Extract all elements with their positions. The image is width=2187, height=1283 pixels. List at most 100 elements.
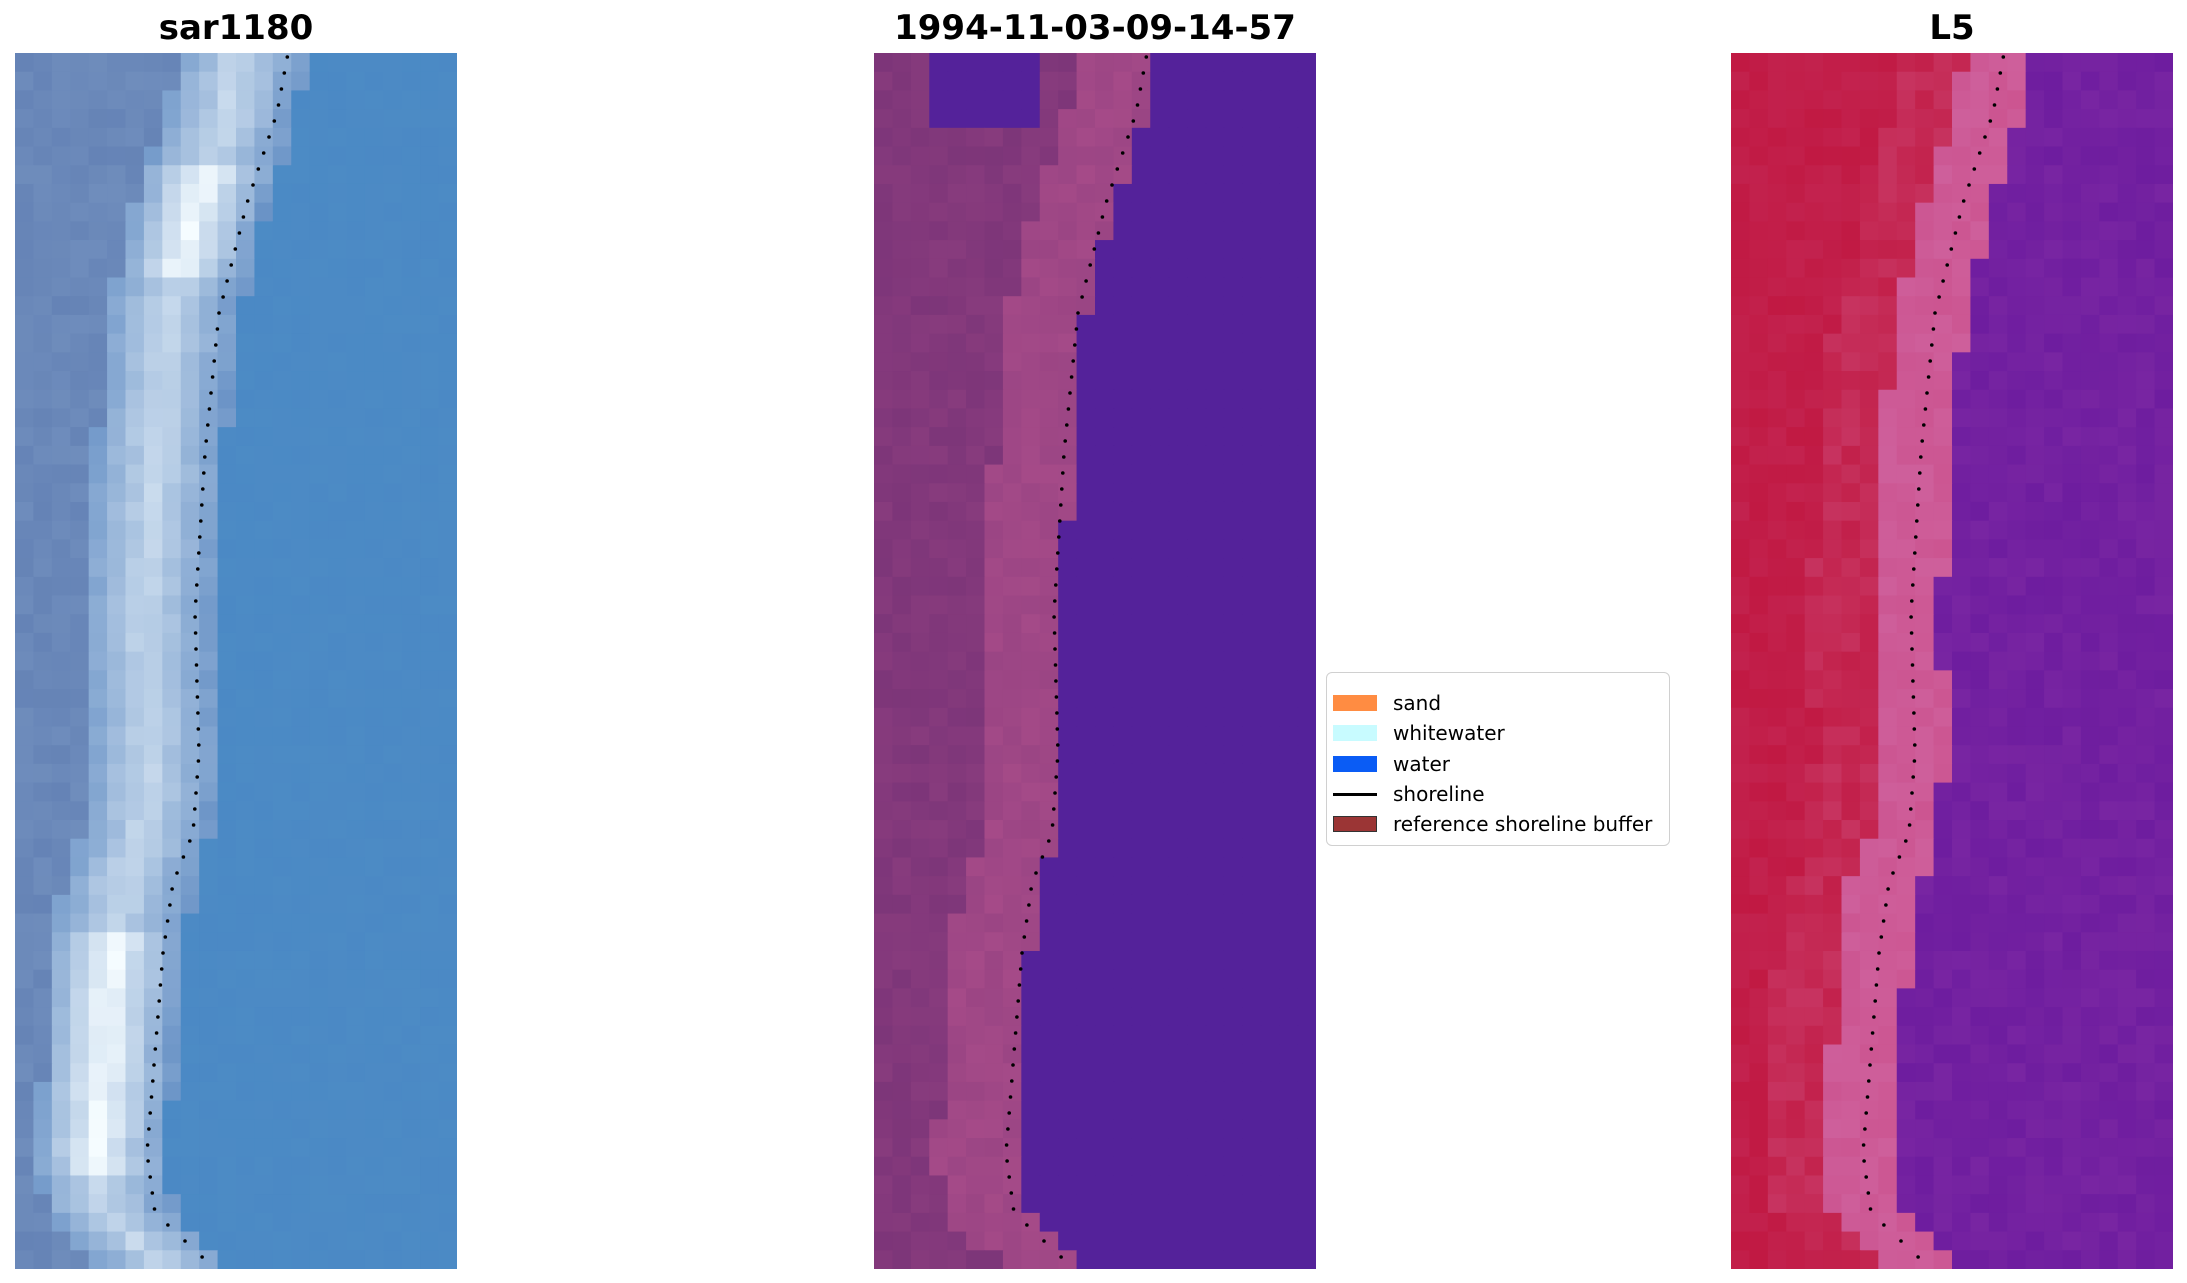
pixel bbox=[929, 1231, 949, 1251]
pixel bbox=[1823, 71, 1843, 92]
pixel bbox=[1076, 1119, 1096, 1139]
pixel bbox=[1168, 1007, 1188, 1027]
pixel bbox=[1749, 520, 1769, 540]
pixel bbox=[364, 651, 384, 671]
pixel bbox=[2044, 221, 2064, 241]
pixel bbox=[1205, 165, 1225, 185]
pixel bbox=[1168, 763, 1188, 784]
pixel bbox=[1915, 913, 1935, 933]
pixel bbox=[1058, 240, 1078, 260]
pixel bbox=[1988, 876, 2008, 896]
pixel bbox=[1150, 389, 1170, 410]
pixel bbox=[88, 389, 108, 410]
pixel bbox=[910, 202, 930, 222]
pixel bbox=[1058, 296, 1078, 316]
pixel bbox=[2117, 932, 2137, 952]
pixel bbox=[383, 1081, 403, 1102]
pixel bbox=[984, 1138, 1004, 1158]
pixel bbox=[33, 183, 53, 204]
pixel bbox=[1002, 277, 1022, 297]
pixel bbox=[180, 801, 200, 821]
pixel bbox=[51, 408, 71, 428]
pixel bbox=[1150, 258, 1170, 279]
pixel bbox=[1242, 277, 1262, 297]
pixel bbox=[1039, 1044, 1059, 1064]
pixel bbox=[346, 183, 366, 204]
pixel bbox=[947, 146, 967, 166]
pixel bbox=[51, 520, 71, 540]
pixel bbox=[2154, 333, 2173, 353]
pixel bbox=[2099, 333, 2119, 353]
pixel bbox=[1021, 352, 1041, 372]
pixel bbox=[1786, 745, 1806, 765]
pixel bbox=[947, 165, 967, 185]
pixel bbox=[107, 969, 127, 989]
pixel bbox=[1223, 1194, 1243, 1214]
pixel bbox=[2062, 614, 2082, 634]
pixel bbox=[2080, 127, 2100, 148]
pixel bbox=[1767, 1156, 1787, 1177]
pixel bbox=[1915, 1025, 1935, 1046]
pixel bbox=[1150, 240, 1170, 260]
pixel bbox=[1804, 501, 1824, 522]
pixel bbox=[162, 183, 182, 204]
pixel bbox=[1205, 1025, 1225, 1046]
pixel bbox=[1168, 745, 1188, 765]
pixel bbox=[1933, 1044, 1953, 1064]
pixel bbox=[1223, 913, 1243, 933]
pixel bbox=[1970, 1063, 1990, 1083]
pixel bbox=[88, 745, 108, 765]
pixel bbox=[346, 670, 366, 690]
pixel bbox=[929, 53, 949, 73]
pixel bbox=[1915, 1081, 1935, 1102]
pixel bbox=[2062, 1044, 2082, 1064]
pixel bbox=[2025, 333, 2045, 353]
pixel bbox=[1878, 1175, 1898, 1195]
pixel bbox=[1896, 782, 1916, 802]
pixel bbox=[1988, 651, 2008, 671]
pixel bbox=[217, 1063, 237, 1083]
pixel bbox=[1915, 71, 1935, 92]
pixel bbox=[1187, 109, 1207, 129]
pixel bbox=[1260, 950, 1280, 971]
pixel bbox=[1731, 1231, 1751, 1251]
pixel bbox=[1878, 576, 1898, 597]
shoreline-point bbox=[166, 1223, 170, 1227]
pixel bbox=[984, 165, 1004, 185]
pixel bbox=[1859, 427, 1879, 447]
pixel bbox=[1058, 501, 1078, 522]
pixel bbox=[2025, 1138, 2045, 1158]
pixel bbox=[1187, 202, 1207, 222]
pixel bbox=[2117, 258, 2137, 279]
pixel bbox=[874, 820, 894, 840]
pixel bbox=[236, 221, 256, 241]
pixel bbox=[874, 1250, 894, 1269]
pixel bbox=[162, 483, 182, 503]
pixel bbox=[1896, 576, 1916, 597]
pixel bbox=[929, 183, 949, 204]
pixel bbox=[33, 221, 53, 241]
pixel bbox=[1279, 595, 1299, 615]
pixel bbox=[1131, 969, 1151, 989]
pixel bbox=[162, 408, 182, 428]
shoreline-point bbox=[1010, 1079, 1014, 1083]
pixel bbox=[1223, 782, 1243, 802]
shoreline-point bbox=[1862, 1159, 1866, 1163]
pixel bbox=[272, 427, 292, 447]
pixel bbox=[2007, 1007, 2027, 1027]
pixel bbox=[1952, 352, 1972, 372]
pixel bbox=[1952, 539, 1972, 559]
pixel bbox=[1767, 314, 1787, 335]
pixel bbox=[162, 1081, 182, 1102]
pixel bbox=[1859, 1231, 1879, 1251]
pixel bbox=[1205, 913, 1225, 933]
pixel bbox=[1039, 576, 1059, 597]
pixel bbox=[1076, 258, 1096, 279]
pixel bbox=[1150, 127, 1170, 148]
pixel bbox=[143, 371, 163, 391]
pixel bbox=[1076, 520, 1096, 540]
pixel bbox=[1878, 801, 1898, 821]
pixel bbox=[199, 1007, 219, 1027]
pixel bbox=[1021, 763, 1041, 784]
pixel bbox=[1749, 296, 1769, 316]
